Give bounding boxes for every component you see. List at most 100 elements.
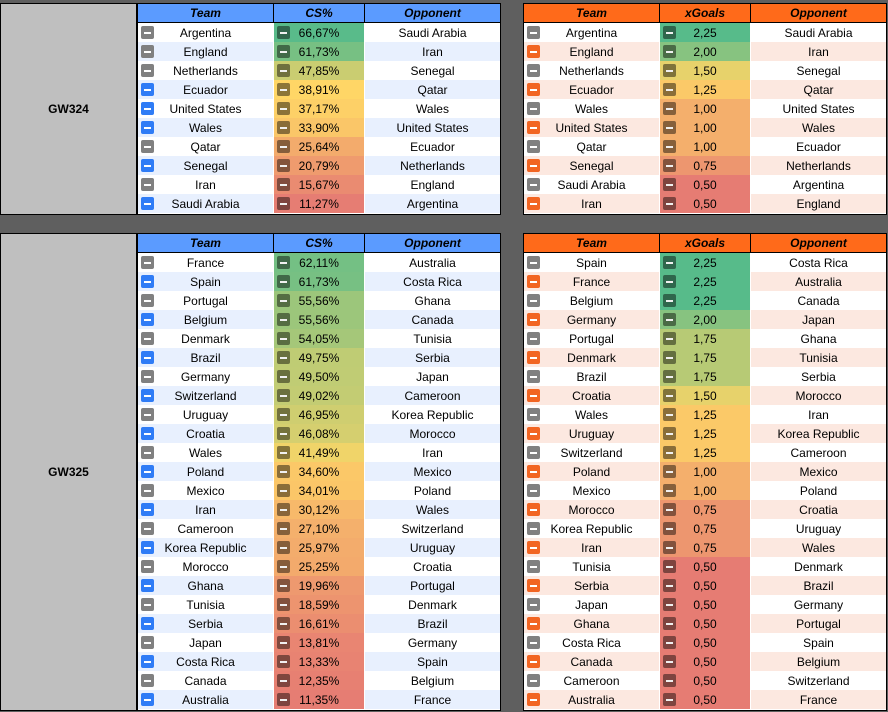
- minus-icon[interactable]: [527, 178, 540, 191]
- minus-icon[interactable]: [141, 598, 154, 611]
- minus-icon[interactable]: [141, 427, 154, 440]
- xgoals-cell[interactable]: 0,50: [660, 194, 751, 213]
- team-cell[interactable]: Australia: [138, 690, 274, 709]
- minus-icon[interactable]: [277, 102, 290, 115]
- team-cell[interactable]: Canada: [138, 671, 274, 690]
- team-cell[interactable]: Costa Rica: [524, 633, 660, 652]
- minus-icon[interactable]: [277, 560, 290, 573]
- minus-icon[interactable]: [663, 465, 676, 478]
- minus-icon[interactable]: [527, 256, 540, 269]
- minus-icon[interactable]: [527, 674, 540, 687]
- minus-icon[interactable]: [663, 541, 676, 554]
- minus-icon[interactable]: [141, 294, 154, 307]
- minus-icon[interactable]: [277, 313, 290, 326]
- team-cell[interactable]: Ecuador: [524, 80, 660, 99]
- xgoals-cell[interactable]: 2,25: [660, 272, 751, 291]
- team-cell[interactable]: Japan: [524, 595, 660, 614]
- minus-icon[interactable]: [141, 389, 154, 402]
- cs-cell[interactable]: 25,25%: [274, 557, 365, 576]
- team-cell[interactable]: Ghana: [138, 576, 274, 595]
- minus-icon[interactable]: [277, 636, 290, 649]
- minus-icon[interactable]: [277, 446, 290, 459]
- minus-icon[interactable]: [277, 140, 290, 153]
- team-cell[interactable]: Portugal: [524, 329, 660, 348]
- xgoals-cell[interactable]: 0,50: [660, 614, 751, 633]
- minus-icon[interactable]: [277, 294, 290, 307]
- xgoals-cell[interactable]: 0,50: [660, 595, 751, 614]
- cs-cell[interactable]: 54,05%: [274, 329, 365, 348]
- cs-cell[interactable]: 18,59%: [274, 595, 365, 614]
- minus-icon[interactable]: [663, 140, 676, 153]
- minus-icon[interactable]: [663, 522, 676, 535]
- minus-icon[interactable]: [141, 140, 154, 153]
- minus-icon[interactable]: [663, 121, 676, 134]
- xgoals-cell[interactable]: 1,00: [660, 137, 751, 156]
- team-cell[interactable]: Saudi Arabia: [524, 175, 660, 194]
- minus-icon[interactable]: [277, 674, 290, 687]
- minus-icon[interactable]: [277, 598, 290, 611]
- minus-icon[interactable]: [527, 294, 540, 307]
- minus-icon[interactable]: [141, 83, 154, 96]
- minus-icon[interactable]: [527, 370, 540, 383]
- minus-icon[interactable]: [277, 64, 290, 77]
- minus-icon[interactable]: [527, 560, 540, 573]
- team-cell[interactable]: Saudi Arabia: [138, 194, 274, 213]
- xgoals-cell[interactable]: 1,75: [660, 348, 751, 367]
- minus-icon[interactable]: [277, 26, 290, 39]
- minus-icon[interactable]: [141, 541, 154, 554]
- team-cell[interactable]: Iran: [138, 500, 274, 519]
- minus-icon[interactable]: [527, 102, 540, 115]
- minus-icon[interactable]: [141, 446, 154, 459]
- team-cell[interactable]: France: [138, 253, 274, 272]
- minus-icon[interactable]: [277, 178, 290, 191]
- xgoals-cell[interactable]: 2,25: [660, 253, 751, 272]
- cs-cell[interactable]: 55,56%: [274, 310, 365, 329]
- minus-icon[interactable]: [141, 256, 154, 269]
- minus-icon[interactable]: [141, 484, 154, 497]
- minus-icon[interactable]: [141, 693, 154, 706]
- team-cell[interactable]: Uruguay: [524, 424, 660, 443]
- minus-icon[interactable]: [277, 351, 290, 364]
- minus-icon[interactable]: [527, 484, 540, 497]
- minus-icon[interactable]: [141, 102, 154, 115]
- minus-icon[interactable]: [141, 674, 154, 687]
- xgoals-cell[interactable]: 0,75: [660, 156, 751, 175]
- minus-icon[interactable]: [141, 332, 154, 345]
- team-cell[interactable]: United States: [138, 99, 274, 118]
- header-opponent[interactable]: Opponent: [751, 4, 886, 23]
- cs-cell[interactable]: 20,79%: [274, 156, 365, 175]
- minus-icon[interactable]: [277, 503, 290, 516]
- header-opponent[interactable]: Opponent: [365, 4, 500, 23]
- cs-cell[interactable]: 34,01%: [274, 481, 365, 500]
- minus-icon[interactable]: [277, 617, 290, 630]
- minus-icon[interactable]: [527, 197, 540, 210]
- cs-cell[interactable]: 49,75%: [274, 348, 365, 367]
- minus-icon[interactable]: [277, 693, 290, 706]
- minus-icon[interactable]: [663, 256, 676, 269]
- cs-cell[interactable]: 61,73%: [274, 42, 365, 61]
- header-opponent[interactable]: Opponent: [751, 234, 886, 253]
- team-cell[interactable]: Iran: [138, 175, 274, 194]
- minus-icon[interactable]: [663, 427, 676, 440]
- minus-icon[interactable]: [527, 693, 540, 706]
- team-cell[interactable]: Belgium: [524, 291, 660, 310]
- cs-cell[interactable]: 47,85%: [274, 61, 365, 80]
- minus-icon[interactable]: [141, 45, 154, 58]
- cs-cell[interactable]: 46,08%: [274, 424, 365, 443]
- team-cell[interactable]: Denmark: [138, 329, 274, 348]
- xgoals-cell[interactable]: 1,25: [660, 405, 751, 424]
- team-cell[interactable]: France: [524, 272, 660, 291]
- minus-icon[interactable]: [277, 427, 290, 440]
- cs-cell[interactable]: 41,49%: [274, 443, 365, 462]
- team-cell[interactable]: Qatar: [524, 137, 660, 156]
- minus-icon[interactable]: [663, 197, 676, 210]
- team-cell[interactable]: Switzerland: [138, 386, 274, 405]
- team-cell[interactable]: Denmark: [524, 348, 660, 367]
- xgoals-cell[interactable]: 1,25: [660, 424, 751, 443]
- team-cell[interactable]: Korea Republic: [138, 538, 274, 557]
- minus-icon[interactable]: [663, 674, 676, 687]
- cs-cell[interactable]: 66,67%: [274, 23, 365, 42]
- cs-cell[interactable]: 11,27%: [274, 194, 365, 213]
- xgoals-cell[interactable]: 0,50: [660, 175, 751, 194]
- minus-icon[interactable]: [527, 26, 540, 39]
